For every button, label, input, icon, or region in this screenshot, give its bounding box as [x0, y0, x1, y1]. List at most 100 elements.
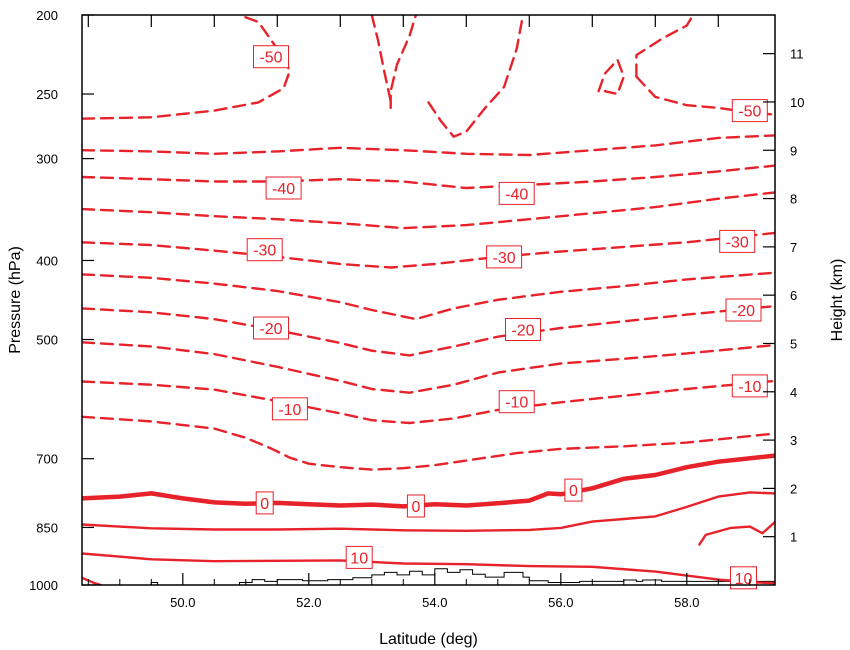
- y-tick-label: 250: [36, 87, 58, 102]
- contour-label-text: -10: [278, 402, 301, 419]
- isotherm-line: [82, 134, 775, 157]
- contour-label-box: [498, 181, 535, 205]
- y2-axis-title: Height (km): [829, 259, 846, 342]
- contour-label-text: 0: [411, 499, 420, 516]
- y2-tick-label: 8: [790, 192, 797, 207]
- contour-label-text: -20: [732, 303, 755, 320]
- contour-label-box: [253, 45, 289, 69]
- contour-label: -10: [498, 390, 535, 414]
- contour-label-text: -30: [493, 250, 516, 267]
- contour-label-box: [345, 545, 373, 569]
- contour-label-text: 0: [260, 496, 269, 513]
- contour-label-text: -20: [259, 321, 282, 338]
- isotherm-line: [82, 341, 775, 394]
- x-tick-label: 58.0: [674, 595, 699, 610]
- contour-label-box: [564, 478, 583, 502]
- y2-tick-label: 7: [790, 240, 797, 255]
- isotherm-line: [82, 415, 775, 471]
- x-tick-label: 56.0: [548, 595, 573, 610]
- isotherm-contours: [82, 15, 775, 585]
- contour-label: 0: [255, 491, 274, 515]
- isotherm-line: [82, 379, 775, 425]
- contour-label-box: [719, 229, 756, 253]
- isotherm-line: [370, 15, 418, 110]
- contour-label-text: -40: [272, 181, 295, 198]
- y-tick-label: 1000: [29, 578, 58, 593]
- y-tick-label: 700: [36, 452, 58, 467]
- x-tick-label: 52.0: [296, 595, 321, 610]
- contour-label-box: [253, 316, 289, 340]
- contour-label-text: -10: [738, 379, 761, 396]
- contour-label-text: -30: [253, 243, 276, 260]
- terrain-outline: [150, 568, 775, 585]
- axis-ticks: 50.0 52.0 54.0 56.0 58.020025030040050070085…: [29, 8, 804, 610]
- contour-label: -40: [265, 176, 302, 200]
- y-tick-label: 200: [36, 8, 58, 23]
- y2-tick-label: 1: [790, 530, 797, 545]
- contour-label-text: -40: [505, 186, 528, 203]
- y-tick-label: 400: [36, 253, 58, 268]
- contour-label-text: 0: [569, 483, 578, 500]
- contour-label: 10: [345, 545, 373, 569]
- contour-label-text: -10: [505, 395, 528, 412]
- contour-label-box: [498, 390, 535, 414]
- isotherm-line: [82, 271, 775, 321]
- x-tick-label: 54.0: [422, 595, 447, 610]
- isotherm-line: [82, 231, 775, 269]
- y2-tick-label: 9: [790, 143, 797, 158]
- contour-label: -30: [486, 245, 523, 269]
- isotherm-line: [427, 15, 525, 138]
- contour-label: -30: [719, 229, 756, 253]
- y-tick-label: 300: [36, 152, 58, 167]
- contour-label: -50: [253, 45, 289, 69]
- contour-label: -20: [725, 298, 762, 322]
- plot-frame: [81, 14, 776, 586]
- isotherm-line: [82, 576, 103, 585]
- isotherm-line: [82, 491, 775, 532]
- contour-label: -20: [253, 316, 289, 340]
- contour-label-box: [265, 176, 302, 200]
- contour-label-text: -20: [511, 323, 534, 340]
- contour-label-box: [271, 397, 308, 421]
- isotherm-line: [635, 15, 695, 78]
- y-tick-label: 500: [36, 333, 58, 348]
- y2-tick-label: 3: [790, 433, 797, 448]
- contour-label-box: [725, 298, 762, 322]
- terrain-line: [150, 568, 775, 585]
- isotherm-line: [82, 164, 775, 190]
- isotherm-line: [698, 520, 775, 546]
- contour-label-box: [246, 238, 283, 262]
- contour-label: -30: [246, 238, 283, 262]
- y2-tick-label: 4: [790, 385, 797, 400]
- contour-label: -20: [505, 318, 541, 341]
- isotherm-line: [82, 15, 292, 120]
- y2-tick-label: 2: [790, 481, 797, 496]
- y2-tick-label: 5: [790, 336, 797, 351]
- isotherm-line: [82, 304, 775, 357]
- contour-label: -40: [498, 181, 535, 205]
- y-axis-title: Pressure (hPa): [7, 246, 24, 354]
- contour-label-box: [406, 494, 425, 518]
- contour-label-text: -50: [738, 104, 761, 121]
- x-tick-label: 50.0: [170, 595, 195, 610]
- isotherm-line: [597, 58, 625, 96]
- contour-label: -50: [731, 99, 768, 123]
- contour-label: -10: [271, 397, 308, 421]
- contour-label: 0: [564, 478, 583, 502]
- y-tick-label: 850: [36, 520, 58, 535]
- contour-label-box: [255, 491, 274, 515]
- contour-label: -10: [731, 374, 768, 398]
- y2-tick-label: 10: [790, 95, 804, 110]
- y2-tick-label: 6: [790, 288, 797, 303]
- contour-label-box: [486, 245, 523, 269]
- contour-label-box: [505, 318, 541, 341]
- contour-label-text: 10: [735, 571, 753, 588]
- contour-label-text: -30: [726, 234, 749, 251]
- contour-label-text: 10: [350, 550, 368, 567]
- isotherm-line: [82, 191, 775, 230]
- x-axis-title: Latitude (deg): [379, 631, 478, 648]
- isotherm-line: [82, 552, 775, 585]
- contour-labels: -50 -50 -40 -40 -30 -30 -30 -20 -20 -20 -10 -10 -10 0…: [246, 45, 768, 590]
- contour-label-box: [731, 374, 768, 398]
